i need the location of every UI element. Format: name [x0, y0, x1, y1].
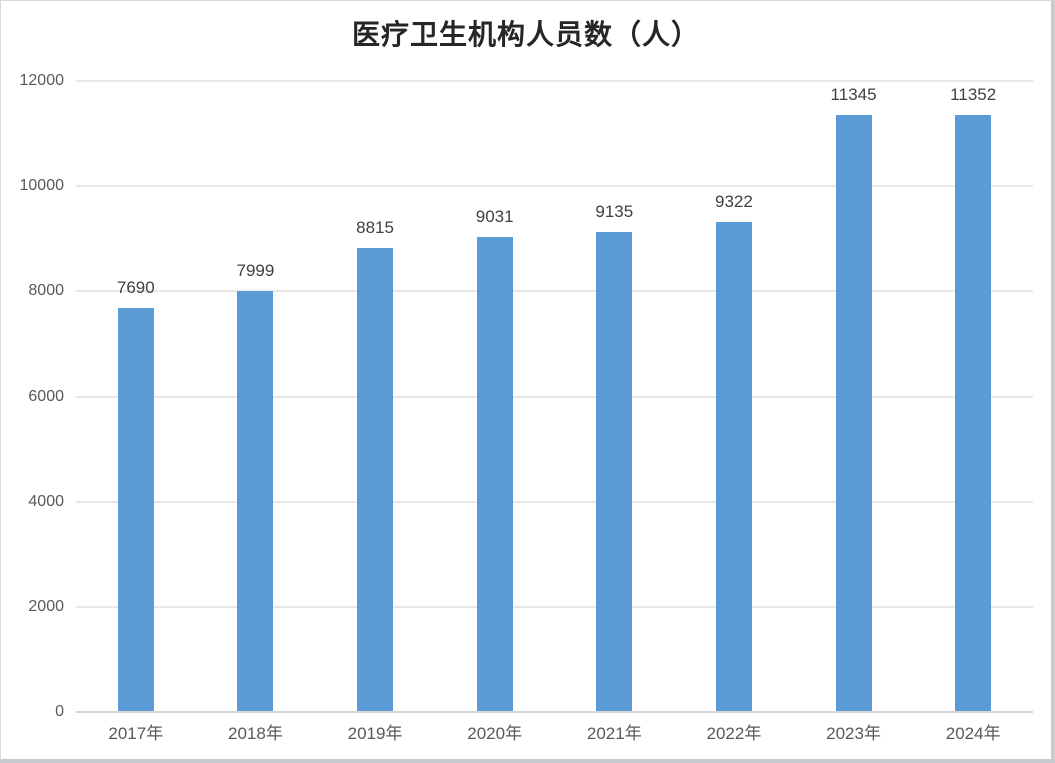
bar-value-label: 9135: [595, 201, 634, 221]
y-axis-labels: 0 2000 4000 6000 8000 10000 12000: [1, 72, 65, 720]
x-tick-label: 2022年: [706, 724, 762, 743]
bar-value-label: 9322: [715, 191, 753, 211]
bar: [476, 237, 513, 712]
bar-slot: 9322: [674, 81, 794, 712]
bar: [715, 221, 752, 712]
bar-value-label: 9031: [475, 207, 514, 227]
x-tick-label: 2017年: [108, 724, 164, 743]
bar-value-label: 7690: [116, 277, 155, 297]
bar-value-label: 11345: [830, 85, 877, 105]
y-tick-label: 12000: [19, 72, 65, 89]
x-axis-labels: 2017年 2018年 2019年 2020年 2021年 2022年 2023年 2024年: [76, 719, 1033, 744]
y-tick-label: 0: [55, 703, 64, 720]
x-tick-label: 2020年: [467, 724, 523, 743]
gridline: [76, 290, 1033, 293]
bar-slot: 11345: [794, 81, 914, 712]
x-tick-label: 2019年: [347, 724, 403, 743]
y-tick-label: 6000: [28, 387, 64, 405]
x-tick-label: 2018年: [228, 724, 283, 743]
bar-slot: 9135: [555, 81, 675, 712]
y-tick-label: 4000: [28, 492, 64, 510]
y-tick-label: 8000: [28, 282, 64, 300]
x-axis-line: [76, 711, 1033, 713]
bar: [835, 115, 872, 712]
gridline: [76, 605, 1033, 608]
x-tick-label: 2021年: [586, 724, 642, 743]
bar: [117, 307, 154, 712]
y-tick-label: 2000: [28, 597, 64, 615]
bar: [596, 231, 633, 712]
bar-value-label: 8815: [356, 218, 394, 238]
bar-slot: 11352: [913, 81, 1033, 712]
x-tick-label: 2023年: [826, 724, 881, 743]
x-tick-label: 2024年: [945, 724, 1001, 743]
gridline: [76, 500, 1033, 503]
bar-slot: 7999: [196, 81, 316, 712]
bar: [357, 248, 394, 712]
chart-title: 医疗卫生机构人员数（人）: [351, 20, 700, 51]
bar: [237, 291, 274, 712]
bar-value-label: 11352: [950, 85, 997, 105]
gridline: [76, 185, 1033, 188]
bar: [955, 115, 992, 712]
gridline: [76, 395, 1033, 398]
bar-slot: 9031: [435, 81, 555, 712]
bar-value-label: 7999: [236, 261, 275, 281]
gridline: [76, 80, 1033, 82]
bars-row: 7690 7999 8815 9031 9135 9322 11345 11352: [76, 81, 1033, 712]
y-tick-label: 10000: [19, 177, 65, 195]
plot-area: 7690 7999 8815 9031 9135 9322 11345 11352: [76, 80, 1033, 713]
bar-slot: 7690: [76, 81, 196, 712]
bar-slot: 8815: [315, 81, 435, 712]
